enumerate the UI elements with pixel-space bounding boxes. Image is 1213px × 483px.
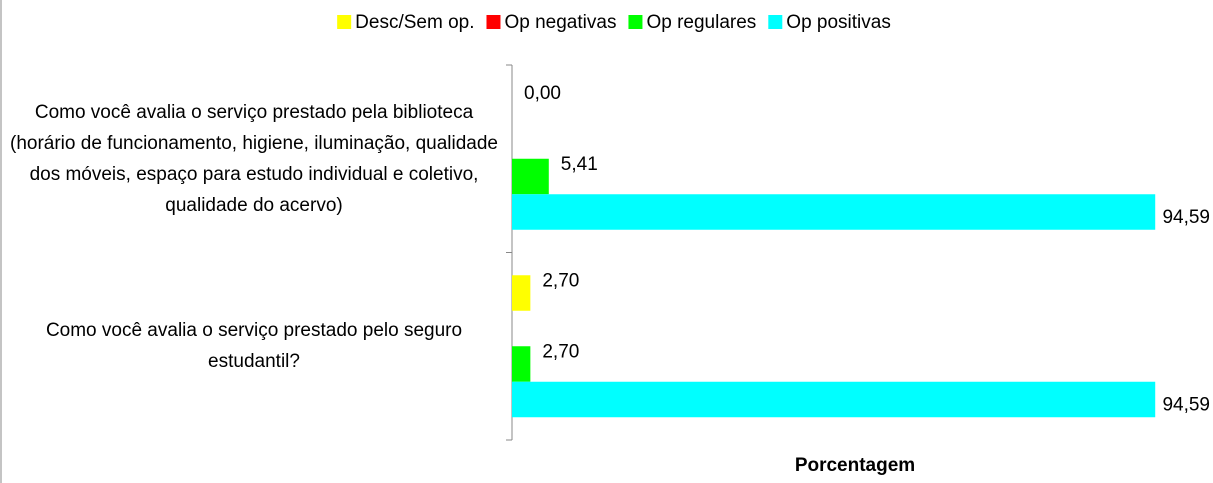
data-label: 0,00 bbox=[524, 83, 561, 104]
legend-swatch bbox=[628, 15, 643, 29]
y-tick-label: Como você avalia o serviço prestado pela… bbox=[10, 101, 498, 216]
data-label: 94,59 bbox=[1162, 395, 1210, 416]
data-label: 94,59 bbox=[1162, 207, 1210, 228]
bar bbox=[512, 158, 549, 195]
legend-label: Op positivas bbox=[786, 12, 891, 33]
legend-label: Desc/Sem op. bbox=[355, 12, 474, 33]
data-label: 2,70 bbox=[542, 270, 579, 291]
data-label: 5,41 bbox=[561, 154, 598, 175]
y-tick-label: Como você avalia o serviço prestado pelo… bbox=[45, 320, 463, 373]
legend-label: Op negativas bbox=[504, 12, 616, 33]
bar bbox=[512, 381, 1156, 418]
bar bbox=[512, 275, 531, 311]
legend-swatch bbox=[486, 15, 501, 29]
legend-swatch bbox=[768, 15, 783, 29]
bar bbox=[512, 194, 1156, 230]
x-axis-title: Porcentagem bbox=[795, 455, 915, 476]
legend-swatch bbox=[337, 15, 352, 29]
bar bbox=[512, 346, 531, 382]
data-label: 2,70 bbox=[542, 341, 579, 362]
legend-label: Op regulares bbox=[646, 12, 756, 33]
